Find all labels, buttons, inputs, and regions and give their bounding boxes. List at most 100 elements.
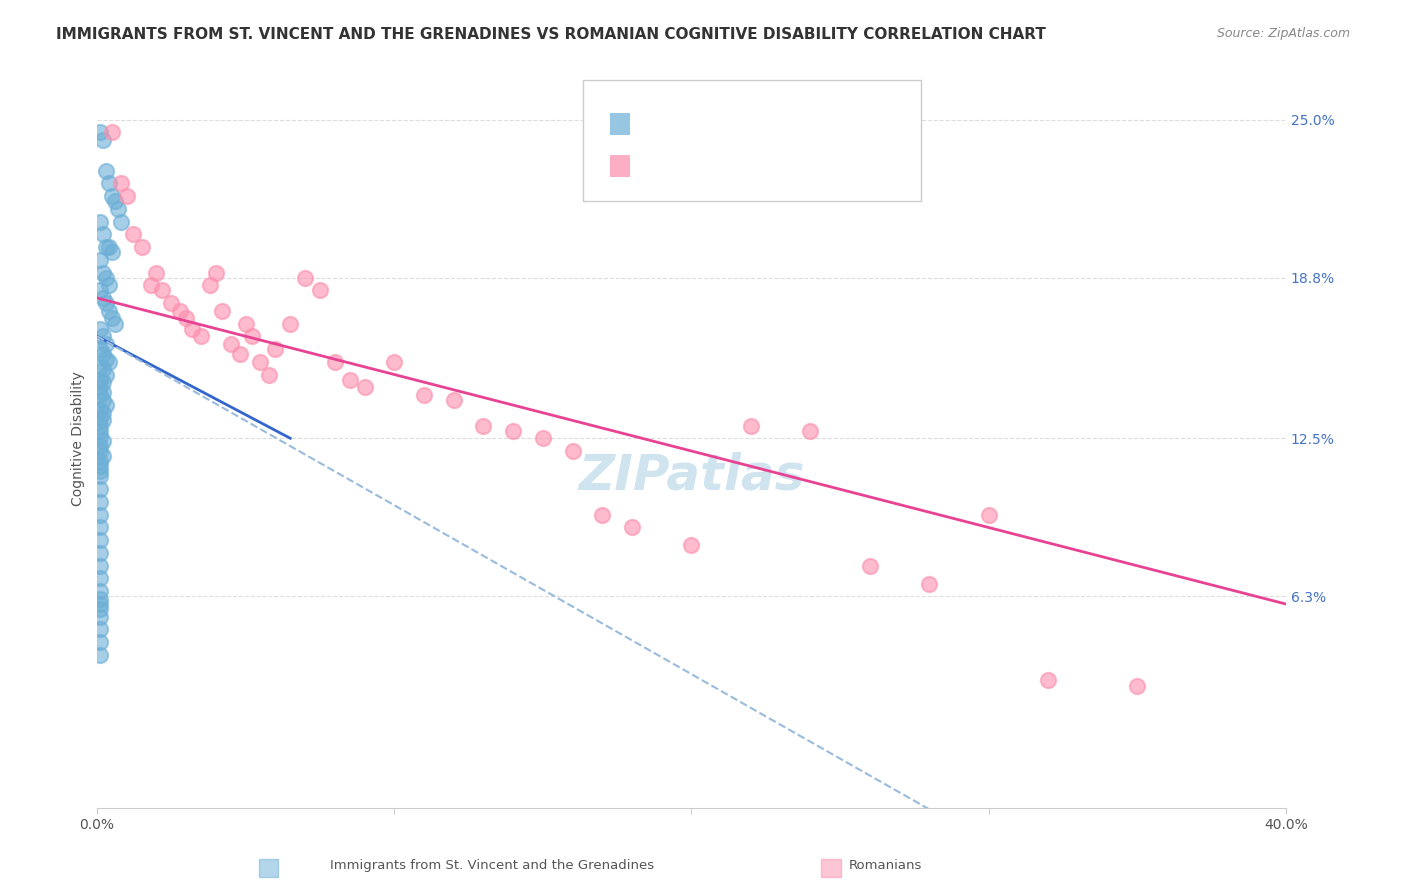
Point [353,380,375,394]
Point [205,266,228,280]
Point [89,428,111,442]
Point [91,392,114,407]
Point [264,342,287,356]
Point [101,245,124,260]
Point [382,355,405,369]
Text: R = -0.358: R = -0.358 [619,158,693,172]
Point [740,418,762,433]
Point [1126,679,1149,693]
Point [91,362,114,376]
Point [472,418,495,433]
Point [323,355,346,369]
Point [278,317,301,331]
Point [91,385,114,400]
Point [309,284,332,298]
Text: Immigrants from St. Vincent and the Grenadines: Immigrants from St. Vincent and the Gren… [330,859,654,871]
Point [94,352,117,367]
Text: N = 46: N = 46 [752,158,804,172]
Point [89,418,111,433]
Point [94,337,117,351]
Point [89,469,111,483]
Point [91,133,114,147]
Point [94,368,117,382]
Point [160,296,183,310]
Point [97,240,120,254]
Point [174,311,197,326]
Point [89,380,111,394]
Text: ZIPatlas: ZIPatlas [578,451,804,500]
Point [502,424,524,438]
Point [531,431,554,445]
Point [240,329,263,343]
Point [91,434,114,448]
Point [94,163,117,178]
Point [249,355,271,369]
Point [977,508,1000,522]
Point [591,508,613,522]
Point [91,406,114,420]
Point [198,278,221,293]
Point [211,303,233,318]
Point [89,520,111,534]
Point [89,602,111,616]
Point [89,623,111,637]
Point [104,317,127,331]
Point [561,444,583,458]
Point [101,311,124,326]
Point [104,194,127,208]
Point [94,270,117,285]
Point [89,635,111,649]
Point [110,176,132,190]
Point [89,439,111,453]
Point [94,296,117,310]
Text: R = -0.190: R = -0.190 [619,116,693,130]
Point [89,284,111,298]
Point [89,410,111,425]
Y-axis label: Cognitive Disability: Cognitive Disability [72,371,86,506]
Point [89,597,111,611]
Point [97,303,120,318]
Point [91,266,114,280]
Point [89,508,111,522]
Point [89,584,111,599]
Point [121,227,143,242]
Point [131,240,153,254]
Point [97,355,120,369]
Point [110,214,132,228]
Point [89,214,111,228]
Point [620,520,643,534]
Point [152,284,174,298]
Point [219,337,242,351]
Point [89,454,111,468]
Point [169,303,191,318]
Point [918,576,941,591]
Point [107,202,129,216]
Point [115,189,138,203]
Point [97,278,120,293]
Point [89,342,111,356]
Point [101,125,124,139]
Point [89,459,111,474]
Point [443,392,465,407]
Point [190,329,212,343]
Point [89,444,111,458]
Point [235,317,257,331]
Point [1036,673,1059,688]
Point [89,648,111,662]
Point [89,373,111,387]
Point [413,388,436,402]
Point [89,546,111,560]
Point [89,591,111,606]
Point [91,449,114,463]
Point [91,227,114,242]
Text: IMMIGRANTS FROM ST. VINCENT AND THE GRENADINES VS ROMANIAN COGNITIVE DISABILITY : IMMIGRANTS FROM ST. VINCENT AND THE GREN… [56,27,1046,42]
Point [91,347,114,361]
Point [859,558,882,573]
Point [228,347,250,361]
Point [294,270,316,285]
Text: Romanians: Romanians [849,859,922,871]
Point [259,368,281,382]
Point [89,464,111,478]
Point [97,176,120,190]
Point [94,398,117,412]
